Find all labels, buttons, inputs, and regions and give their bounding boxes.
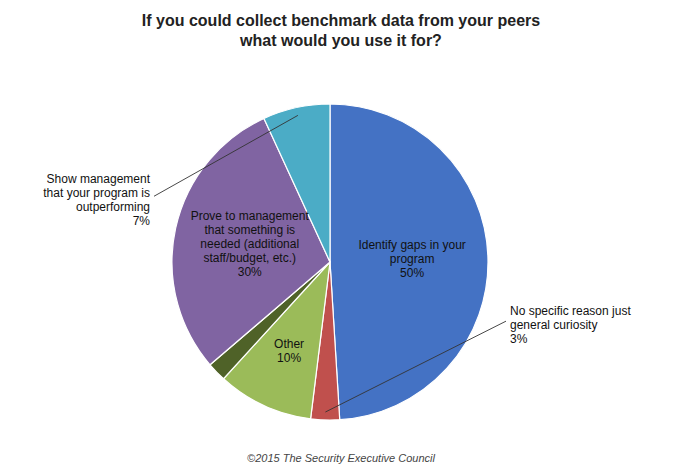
category-label: Identify gaps in your	[358, 238, 465, 252]
pie-slice	[330, 104, 488, 420]
data-label: 7%	[133, 214, 151, 228]
slice-label: Show managementthat your program isoutpe…	[43, 172, 150, 228]
category-label: general curiosity	[510, 318, 597, 332]
category-label: that something is	[204, 223, 295, 237]
slices	[172, 104, 488, 420]
chart: If you could collect benchmark data from…	[0, 0, 682, 472]
category-label: outperforming	[76, 200, 150, 214]
data-label: 3%	[510, 332, 528, 346]
slice-label: Identify gaps in yourprogram50%	[358, 238, 465, 280]
data-label: 50%	[400, 266, 424, 280]
leader-line	[325, 321, 506, 412]
slice-label: No specific reason justgeneral curiosity…	[510, 304, 631, 346]
labels: Identify gaps in yourprogram50% No specif…	[43, 115, 631, 412]
category-label: program	[390, 252, 435, 266]
data-label: 10%	[277, 351, 301, 365]
slice-label: Prove to managementthat something isneed…	[191, 209, 310, 279]
category-label: that your program is	[43, 186, 150, 200]
category-label: Show management	[47, 172, 151, 186]
category-label: staff/budget, etc.)	[203, 251, 296, 265]
category-label: needed (additional	[200, 237, 299, 251]
slice-label: Other10%	[274, 337, 304, 365]
data-label: 30%	[238, 265, 262, 279]
footer: ©2015 The Security Executive Council	[247, 452, 435, 464]
category-label: No specific reason just	[510, 304, 631, 318]
title: If you could collect benchmark data from…	[142, 12, 540, 49]
leader-line	[154, 115, 298, 196]
category-label: Prove to management	[191, 209, 310, 223]
category-label: Other	[274, 337, 304, 351]
